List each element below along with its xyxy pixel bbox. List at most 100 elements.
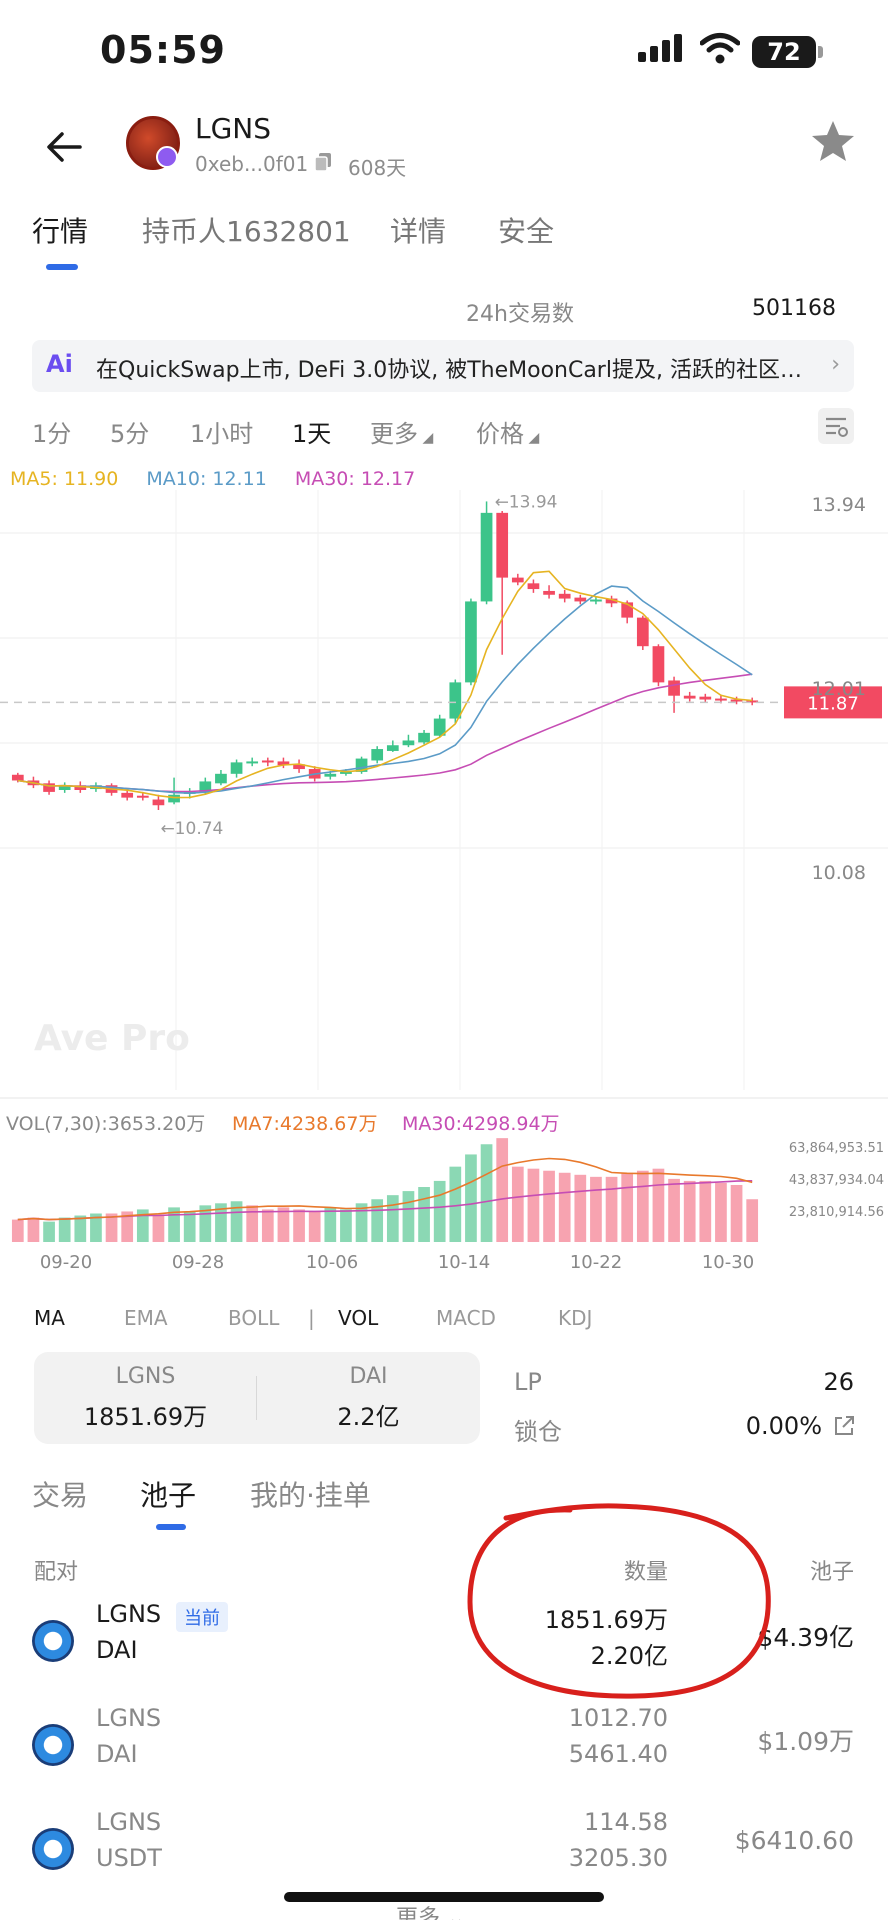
- ma5-legend: MA5: 11.90: [10, 468, 119, 490]
- price-tick-label: 13.94: [812, 494, 866, 516]
- price-tick-label: 12.01: [812, 678, 866, 700]
- pair-token1: LGNS: [96, 1808, 162, 1836]
- tab-market[interactable]: 行情: [32, 215, 89, 248]
- candle-body: [449, 682, 462, 719]
- watermark-text: Ave Pro: [34, 1018, 190, 1059]
- table-row[interactable]: LGNS USDT 114.58 3205.30 $6410.60: [0, 1808, 888, 1908]
- ind-vol[interactable]: VOL: [338, 1306, 379, 1330]
- tf-more[interactable]: 更多 ◢: [370, 414, 433, 449]
- volume-bar: [433, 1180, 446, 1242]
- pair-token2: USDT: [96, 1844, 162, 1872]
- ma10-legend: MA10: 12.11: [146, 468, 267, 490]
- candle-body: [215, 773, 227, 784]
- volume-bar: [308, 1211, 321, 1242]
- pool-summary-box: LGNS 1851.69万 DAI 2.2亿: [34, 1352, 480, 1444]
- volume-bar: [246, 1205, 259, 1242]
- col-pool: 池子: [809, 1560, 854, 1585]
- pool-quote: DAI 2.2亿: [257, 1364, 480, 1432]
- candle-body: [621, 602, 634, 618]
- back-arrow-icon[interactable]: [40, 122, 90, 172]
- volume-bar: [605, 1176, 618, 1242]
- volume-bar: [58, 1217, 71, 1242]
- candle-body: [230, 762, 243, 774]
- lp-value: 26: [823, 1368, 854, 1396]
- external-link-icon[interactable]: [832, 1414, 856, 1438]
- lp-label: LP: [514, 1368, 542, 1396]
- table-row[interactable]: LGNS 当前 DAI 1851.69万 2.20亿 $4.39亿: [0, 1600, 888, 1700]
- ai-summary-banner[interactable]: Ai 在QuickSwap上市, DeFi 3.0协议, 被TheMoonCar…: [32, 340, 854, 392]
- tx-count-label: 24h交易数: [466, 302, 574, 327]
- pool-table-header: 配对 数量 池子: [0, 1550, 888, 1586]
- subtab-active-indicator: [156, 1524, 186, 1530]
- more-link[interactable]: 更多 ⌄: [396, 1906, 466, 1920]
- volume-bar: [324, 1207, 337, 1242]
- triangle-icon: ◢: [524, 430, 540, 446]
- ind-macd[interactable]: MACD: [436, 1306, 496, 1330]
- x-tick-label: 10-06: [306, 1252, 358, 1270]
- low-marker: ←10.74: [160, 819, 223, 839]
- candle-body: [465, 601, 477, 683]
- tab-security[interactable]: 安全: [498, 215, 555, 248]
- main-tabs: 行情 持币人1632801 详情 安全: [0, 200, 888, 272]
- volume-bar: [136, 1209, 149, 1242]
- token-logo: [126, 116, 180, 170]
- tf-1h[interactable]: 1小时: [190, 420, 254, 448]
- volume-bar: [652, 1168, 665, 1242]
- volume-bar: [168, 1207, 180, 1242]
- subtab-my-orders[interactable]: 我的·挂单: [250, 1479, 371, 1512]
- candle-body: [152, 799, 165, 806]
- home-indicator: [284, 1892, 604, 1902]
- volume-bar: [574, 1174, 587, 1242]
- candle-body: [668, 680, 680, 696]
- tf-1m[interactable]: 1分: [32, 420, 72, 448]
- candle-body: [418, 732, 430, 743]
- volume-bar: [496, 1138, 509, 1242]
- volume-bar: [215, 1203, 227, 1242]
- tx-count-value: 501168: [752, 296, 836, 321]
- tf-5m[interactable]: 5分: [110, 420, 150, 448]
- tf-1d[interactable]: 1天: [292, 420, 332, 448]
- copy-icon[interactable]: [314, 152, 332, 172]
- candle-body: [558, 593, 571, 599]
- tf-price[interactable]: 价格 ◢: [476, 414, 539, 449]
- price-chart[interactable]: Ave Pro 11.87 13.94 12.01 10.08 ←13.94 ←10.74 V…: [0, 490, 888, 1270]
- ind-kdj[interactable]: KDJ: [558, 1306, 593, 1330]
- token-name: LGNS: [195, 112, 272, 145]
- current-badge: 当前: [176, 1602, 228, 1632]
- tab-details[interactable]: 详情: [390, 215, 447, 248]
- subtab-trades[interactable]: 交易: [32, 1479, 89, 1512]
- favorite-star-icon[interactable]: [810, 118, 856, 164]
- price-tick-label: 10.08: [812, 862, 866, 884]
- volume-bar: [683, 1180, 696, 1242]
- pair-amount1: 114.58: [584, 1808, 668, 1836]
- token-address: 0xeb...0f01: [195, 152, 309, 176]
- volume-bar: [121, 1211, 134, 1242]
- pool-base: LGNS 1851.69万: [34, 1364, 257, 1432]
- tab-holders[interactable]: 持币人1632801: [142, 215, 351, 248]
- chain-badge-icon: [156, 146, 178, 168]
- volume-bar: [636, 1170, 649, 1242]
- wifi-icon: [700, 33, 740, 64]
- volume-bar: [230, 1201, 243, 1242]
- vol-ma30-legend: MA30:4298.94万: [402, 1113, 560, 1135]
- candle-body: [58, 785, 71, 790]
- candle-body: [730, 699, 743, 702]
- ind-ma[interactable]: MA: [34, 1306, 65, 1330]
- candle-body: [402, 740, 415, 746]
- current-price-tag: [784, 686, 882, 719]
- candle-body: [746, 700, 759, 703]
- ind-ema[interactable]: EMA: [124, 1306, 168, 1330]
- subtab-pools[interactable]: 池子: [140, 1479, 197, 1512]
- lock-label: 锁仓: [514, 1418, 562, 1446]
- volume-bar: [418, 1187, 430, 1242]
- volume-bar: [699, 1180, 712, 1242]
- ind-boll[interactable]: BOLL: [228, 1306, 280, 1330]
- pair-token1: LGNS: [96, 1600, 162, 1628]
- chart-settings-icon[interactable]: [818, 408, 854, 444]
- candle-body: [527, 583, 540, 590]
- tf-more-label: 更多: [370, 420, 418, 448]
- dex-logo-icon: [32, 1724, 74, 1766]
- token-header: LGNS 0xeb...0f01 608天: [0, 100, 888, 200]
- table-row[interactable]: LGNS DAI 1012.70 5461.40 $1.09万: [0, 1704, 888, 1804]
- candle-body: [605, 598, 618, 604]
